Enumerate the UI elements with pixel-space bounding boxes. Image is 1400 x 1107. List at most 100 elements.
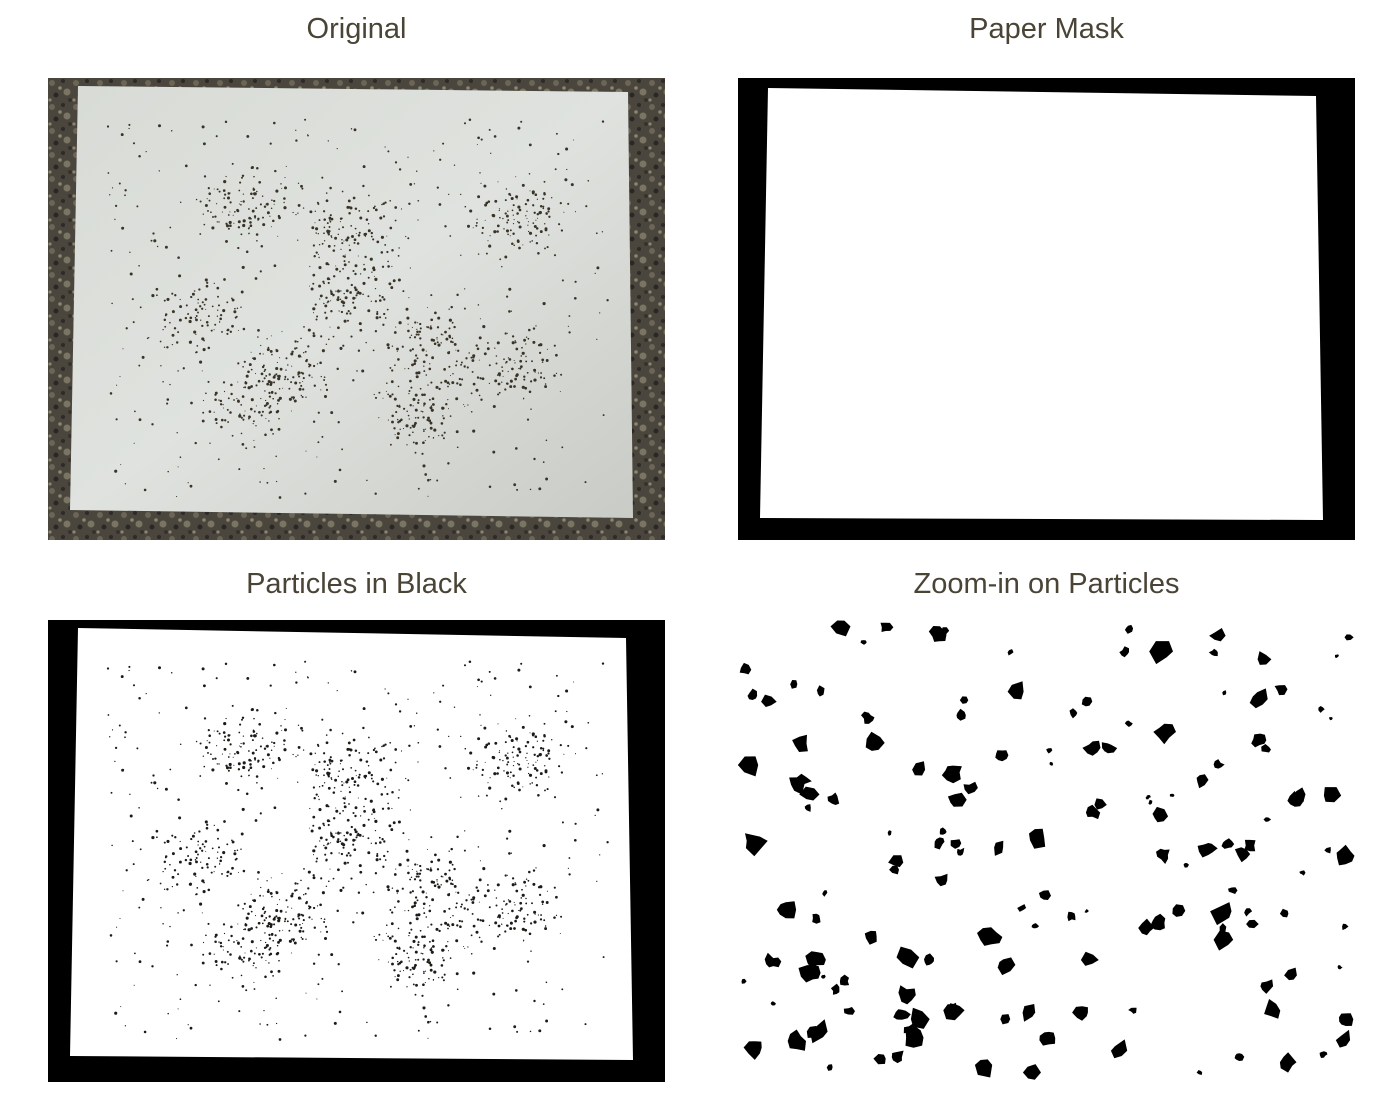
particle-blob <box>1156 848 1170 864</box>
particle-dot <box>297 203 301 207</box>
particle-dot <box>164 314 167 317</box>
particle-dot <box>409 379 412 383</box>
particle-dot <box>336 840 340 844</box>
particle-dot <box>560 229 564 232</box>
particle-dot <box>328 768 331 770</box>
particle-dot <box>443 431 446 434</box>
particle-dot <box>250 910 253 913</box>
particle-dot <box>358 773 361 776</box>
particle-dot <box>381 296 384 299</box>
particle-dot <box>427 478 430 482</box>
particle-dot <box>246 676 250 680</box>
particle-dot <box>297 212 299 214</box>
particle-dot <box>541 361 544 363</box>
particle-blob <box>1153 723 1176 745</box>
particle-dot <box>290 952 292 954</box>
particle-dot <box>387 807 390 810</box>
particle-dot <box>332 335 335 338</box>
particle-dot <box>346 861 350 864</box>
particle-dot <box>253 734 257 738</box>
particle-blob <box>839 974 850 986</box>
particle-dot <box>337 233 340 236</box>
particle-dot <box>425 892 427 894</box>
particle-dot <box>455 972 459 976</box>
particle-dot <box>320 931 322 933</box>
particle-dot <box>538 893 542 897</box>
particle-dot <box>189 882 192 885</box>
particle-dot <box>176 1038 178 1040</box>
particle-dot <box>414 321 417 324</box>
particle-dot <box>470 410 473 413</box>
particle-dot <box>415 170 418 172</box>
particle-dot <box>221 872 223 875</box>
particle-dot <box>323 760 326 763</box>
particle-dot <box>596 880 598 883</box>
particle-dot <box>574 280 577 283</box>
particle-dot <box>407 367 410 370</box>
particle-dot <box>162 870 164 873</box>
particle-dot <box>263 205 267 208</box>
particle-dot <box>456 988 459 991</box>
particle-dot <box>203 303 206 306</box>
particle-dot <box>219 855 223 859</box>
particle-dot <box>529 380 533 383</box>
particle-dot <box>243 360 246 363</box>
particle-dot <box>397 385 400 388</box>
particle-dot <box>201 879 205 883</box>
particle-dot <box>297 781 299 783</box>
particle-dot <box>302 380 304 383</box>
particle-dot <box>205 321 209 324</box>
particle-dot <box>304 1034 307 1037</box>
particle-dot <box>542 461 545 463</box>
particle-dot <box>429 421 433 425</box>
particle-blob <box>896 946 920 969</box>
particle-dot <box>272 919 274 921</box>
particle-dot <box>479 714 481 716</box>
particle-dot <box>450 340 453 343</box>
particle-dot <box>464 205 467 208</box>
particle-dot <box>525 215 527 217</box>
particle-dot <box>523 920 526 923</box>
particle-dot <box>226 870 230 874</box>
particle-dot <box>520 662 523 665</box>
particle-dot <box>354 227 357 230</box>
particle-dot <box>448 193 450 196</box>
particle-dot <box>399 404 401 406</box>
particle-dot <box>340 832 342 834</box>
particle-dot <box>299 381 301 384</box>
particle-dot <box>312 874 315 877</box>
particle-dot <box>348 261 350 263</box>
particle-dot <box>455 360 458 363</box>
particle-dot <box>291 892 294 896</box>
particle-dot <box>328 820 331 823</box>
particle-dot <box>182 367 185 370</box>
particle-dot <box>106 125 110 128</box>
particle-dot <box>251 209 255 213</box>
particle-dot <box>394 434 396 436</box>
particle-dot <box>330 777 333 779</box>
particle-dot <box>208 410 212 413</box>
particle-dot <box>277 374 281 378</box>
particle-dot <box>327 682 329 684</box>
particle-dot <box>417 219 419 221</box>
particle-dot <box>201 866 204 870</box>
particle-dot <box>475 766 478 769</box>
particle-dot <box>249 224 253 227</box>
particle-blob <box>826 1064 833 1071</box>
particle-dot <box>407 909 410 912</box>
particle-dot <box>129 814 133 818</box>
particle-dot <box>242 869 246 873</box>
particle-dot <box>298 929 302 933</box>
particle-dot <box>236 750 239 754</box>
particle-dot <box>535 761 537 763</box>
particle-dot <box>396 960 399 963</box>
particle-dot <box>436 879 438 881</box>
particle-dot <box>517 205 521 209</box>
particle-dot <box>184 316 188 320</box>
particle-dot <box>288 387 291 390</box>
particle-dot <box>273 741 276 745</box>
particle-dot <box>420 952 422 954</box>
particle-dot <box>372 780 375 783</box>
particle-dot <box>238 468 241 471</box>
particle-dot <box>502 917 504 919</box>
